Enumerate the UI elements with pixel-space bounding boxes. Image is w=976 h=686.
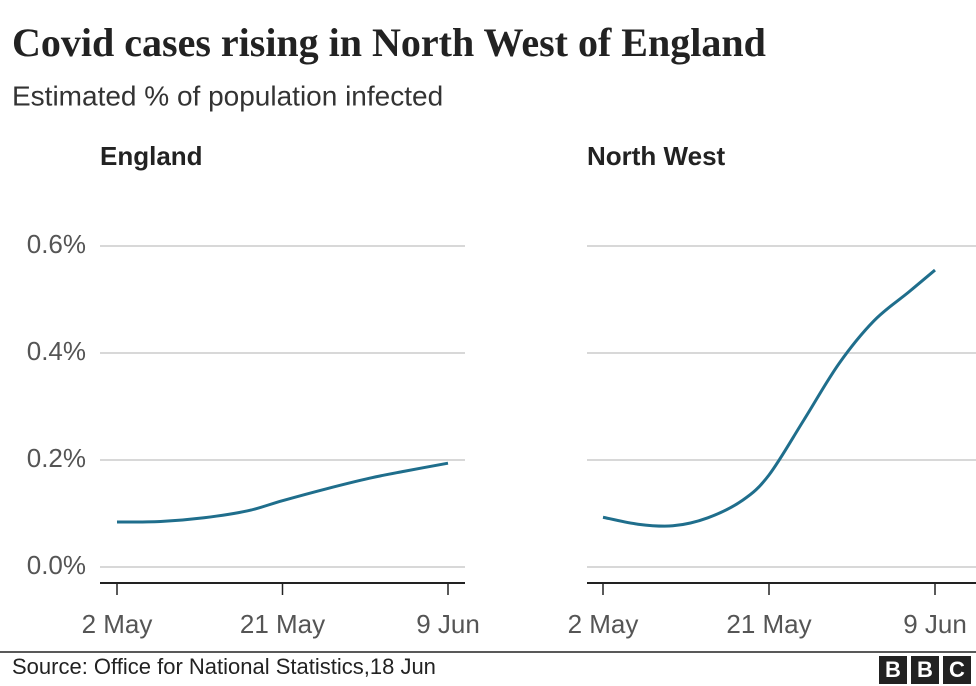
y-tick-label: 0.0% [27, 550, 86, 580]
logo-letter: C [949, 657, 965, 682]
chart-subtitle: Estimated % of population infected [12, 80, 443, 111]
chart-title: Covid cases rising in North West of Engl… [12, 20, 766, 65]
line [116, 461, 449, 524]
y-tick-label: 0.2% [27, 443, 86, 473]
logo-letter: B [885, 657, 901, 682]
line [602, 268, 936, 528]
x-tick-label: 9 Jun [903, 609, 967, 639]
logo-box [911, 656, 939, 684]
panel-title: England [100, 141, 203, 171]
source: Source: Office for National Statistics,1… [12, 654, 436, 679]
y-tick-label: 0.6% [27, 229, 86, 259]
y-tick-label: 0.4% [27, 336, 86, 366]
panel-title: North West [587, 141, 726, 171]
logo-box [879, 656, 907, 684]
logo: B B C [879, 656, 971, 684]
x-tick-label: 9 Jun [416, 609, 480, 639]
logo-box [943, 656, 971, 684]
x-tick-label: 2 May [82, 609, 153, 639]
x-tick-label: 21 May [240, 609, 325, 639]
x-tick-label: 2 May [568, 609, 639, 639]
logo-letter: B [917, 657, 933, 682]
x-tick-label: 21 May [726, 609, 811, 639]
